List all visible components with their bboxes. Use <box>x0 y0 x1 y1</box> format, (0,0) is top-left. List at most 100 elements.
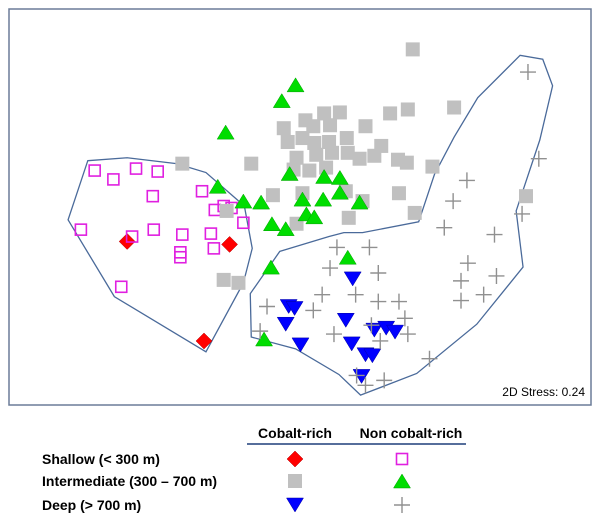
blue-down-triangle-point <box>363 348 382 364</box>
gray-square-point <box>340 145 355 160</box>
gray-square-point <box>265 188 280 203</box>
magenta-open-square-point <box>237 216 250 230</box>
gray-plus-point <box>459 255 476 272</box>
gray-plus-point <box>396 310 413 327</box>
green-triangle-point <box>315 168 334 184</box>
green-triangle-point <box>350 194 369 210</box>
gray-plus-point <box>488 267 505 284</box>
gray-plus-point <box>259 298 276 315</box>
gray-plus-point <box>376 372 393 389</box>
legend-blue-down-triangle <box>286 497 304 513</box>
gray-square-point <box>358 119 373 134</box>
legend-magenta-open-square <box>395 452 409 466</box>
green-triangle-point <box>262 216 281 231</box>
legend-row-shallow: Shallow (< 300 m) <box>42 451 160 467</box>
legend-gray-plus <box>394 497 410 513</box>
gray-square-point <box>231 275 246 290</box>
green-triangle-point <box>208 178 227 194</box>
gray-square-point <box>280 134 295 149</box>
gray-plus-point <box>314 286 331 303</box>
gray-plus-point <box>486 226 503 243</box>
legend-red-diamond <box>286 450 304 468</box>
magenta-open-square-point <box>204 227 218 240</box>
hull-outline-1 <box>67 157 253 353</box>
blue-down-triangle-point <box>285 301 304 316</box>
blue-down-triangle-point <box>342 336 361 352</box>
gray-plus-point <box>530 150 547 167</box>
red-diamond-point <box>221 236 238 253</box>
gray-square-point <box>322 134 337 149</box>
gray-square-point <box>289 150 304 165</box>
gray-plus-point <box>347 286 364 303</box>
gray-square-point <box>391 186 406 201</box>
gray-plus-point <box>436 219 453 236</box>
magenta-open-square-point <box>74 223 88 236</box>
gray-plus-point <box>399 326 416 343</box>
legend-col-non-cobalt: Non cobalt-rich <box>360 425 463 441</box>
gray-square-point <box>519 189 534 204</box>
blue-down-triangle-point <box>365 322 384 338</box>
gray-square-point <box>352 151 367 166</box>
red-diamond-point <box>195 332 213 350</box>
gray-plus-point <box>322 260 339 277</box>
green-triangle-point <box>314 191 333 207</box>
gray-plus-point <box>421 350 438 367</box>
gray-square-point <box>341 210 356 225</box>
gray-plus-point <box>325 326 342 343</box>
gray-plus-point <box>458 172 475 189</box>
gray-plus-point <box>361 239 378 256</box>
magenta-open-square-point <box>107 173 120 186</box>
magenta-open-square-point <box>174 250 187 264</box>
magenta-open-square-point <box>195 184 209 198</box>
gray-plus-point <box>390 293 407 310</box>
green-triangle-point <box>262 259 280 275</box>
gray-square-point <box>319 160 334 175</box>
green-triangle-point <box>234 193 253 209</box>
gray-square-point <box>219 203 234 218</box>
gray-plus-point <box>519 64 536 81</box>
gray-square-point <box>175 156 190 171</box>
magenta-open-square-point <box>151 165 165 178</box>
green-triangle-point <box>216 124 235 140</box>
gray-square-point <box>216 272 231 287</box>
magenta-open-square-point <box>207 242 221 255</box>
legend: Cobalt-rich Non cobalt-rich Shallow (< 3… <box>42 425 466 513</box>
gray-square-point <box>306 119 321 134</box>
gray-square-point <box>367 148 382 163</box>
magenta-open-square-point <box>147 223 161 236</box>
gray-plus-point <box>363 317 380 334</box>
blue-down-triangle-point <box>276 316 295 332</box>
gray-square-point <box>309 147 324 162</box>
gray-square-point <box>317 106 332 121</box>
gray-plus-point <box>252 323 269 340</box>
blue-down-triangle-point <box>336 313 355 328</box>
hull-outline-2 <box>249 54 554 396</box>
gray-square-point <box>383 106 398 121</box>
gray-square-point <box>399 155 414 170</box>
gray-square-point <box>405 42 420 57</box>
gray-plus-point <box>357 377 374 394</box>
magenta-open-square-point <box>146 189 160 203</box>
gray-plus-point <box>475 286 492 303</box>
magenta-open-square-point <box>125 230 139 243</box>
gray-plus-point <box>372 332 389 349</box>
green-triangle-point <box>276 221 295 236</box>
gray-square-point <box>307 135 322 150</box>
green-triangle-point <box>305 209 324 225</box>
gray-plus-point <box>445 193 462 210</box>
blue-down-triangle-point <box>291 337 310 353</box>
gray-plus-point <box>453 272 470 289</box>
green-triangle-point <box>330 184 349 200</box>
gray-plus-point <box>514 205 531 222</box>
gray-square-point <box>276 121 291 136</box>
magenta-open-square-point <box>88 164 101 177</box>
hull-group <box>67 54 554 396</box>
green-triangle-point <box>293 191 312 207</box>
legend-gray-square <box>288 474 302 488</box>
magenta-open-square-point <box>129 162 143 175</box>
green-triangle-point <box>338 249 357 265</box>
green-triangle-point <box>286 77 305 93</box>
blue-down-triangle-point <box>343 271 362 287</box>
green-triangle-point <box>330 169 349 185</box>
